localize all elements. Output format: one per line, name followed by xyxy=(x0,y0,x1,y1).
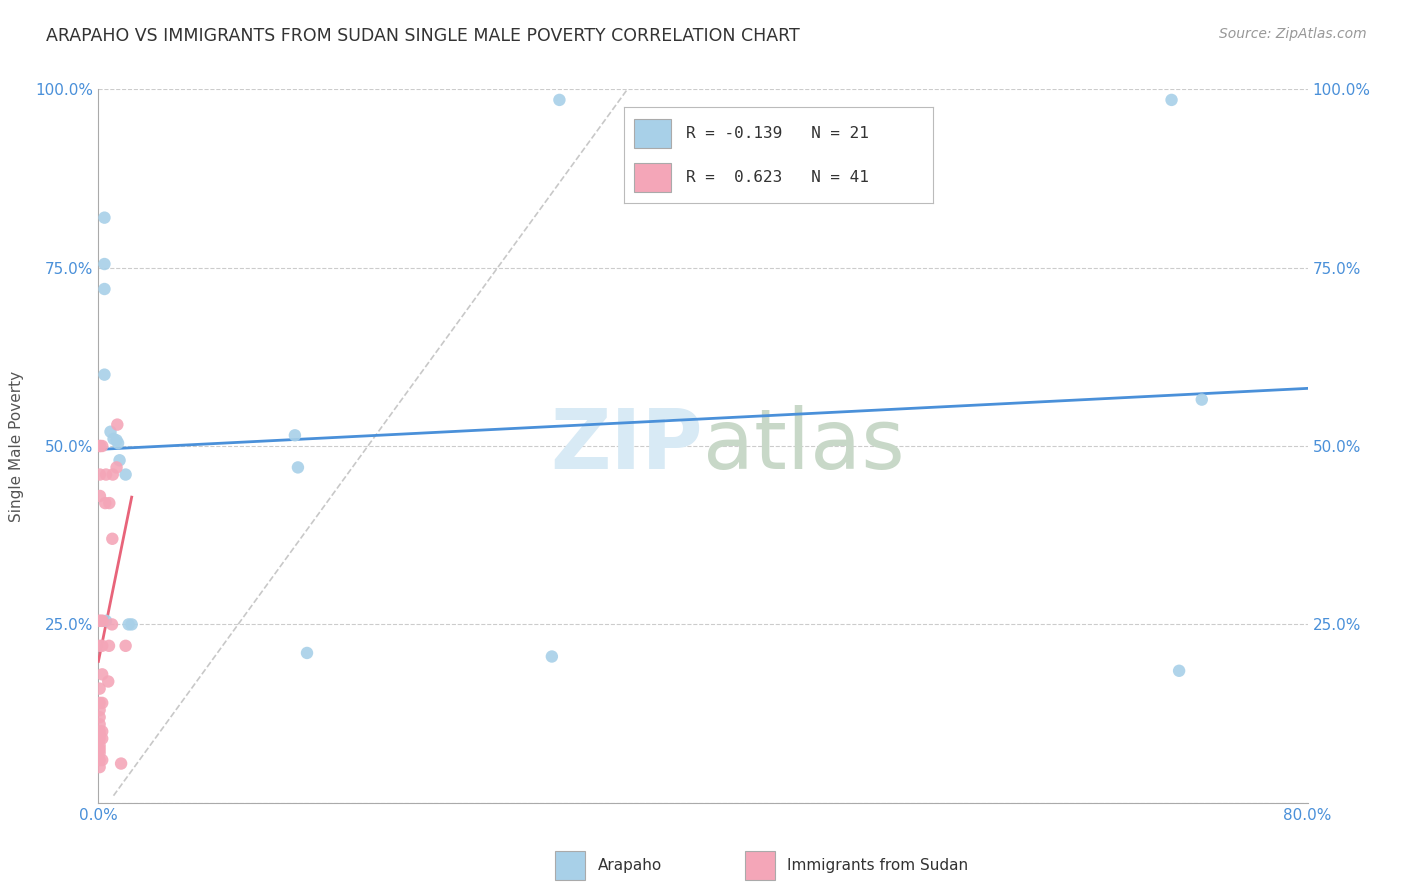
Bar xyxy=(555,851,585,880)
Point xyxy=(540,649,562,664)
Point xyxy=(91,753,114,767)
Text: Arapaho: Arapaho xyxy=(598,858,662,872)
Point xyxy=(284,428,307,442)
Point xyxy=(91,696,114,710)
Point xyxy=(114,639,136,653)
Point xyxy=(91,667,114,681)
Point xyxy=(89,489,111,503)
Point xyxy=(110,756,132,771)
Point xyxy=(89,439,111,453)
Point xyxy=(107,436,129,450)
Point xyxy=(89,614,111,628)
Point xyxy=(97,674,120,689)
Y-axis label: Single Male Poverty: Single Male Poverty xyxy=(10,370,24,522)
Point xyxy=(89,739,111,753)
Point xyxy=(89,728,111,742)
Point xyxy=(89,703,111,717)
Point xyxy=(548,93,571,107)
Point xyxy=(93,282,115,296)
Point xyxy=(1168,664,1191,678)
Point xyxy=(89,710,111,724)
Point xyxy=(101,617,124,632)
Point xyxy=(91,439,114,453)
Point xyxy=(1160,93,1182,107)
Point xyxy=(91,614,114,628)
Point xyxy=(89,746,111,760)
Point xyxy=(98,639,121,653)
Text: ZIP: ZIP xyxy=(551,406,703,486)
Point xyxy=(105,460,128,475)
Point xyxy=(93,211,115,225)
Point xyxy=(118,617,141,632)
Point xyxy=(91,614,114,628)
Point xyxy=(93,257,115,271)
Point xyxy=(89,717,111,731)
Point xyxy=(94,467,117,482)
Bar xyxy=(745,851,775,880)
Text: Immigrants from Sudan: Immigrants from Sudan xyxy=(787,858,969,872)
Point xyxy=(91,731,114,746)
Point xyxy=(89,731,111,746)
Point xyxy=(89,696,111,710)
Text: Source: ZipAtlas.com: Source: ZipAtlas.com xyxy=(1219,27,1367,41)
Point xyxy=(94,614,117,628)
Point xyxy=(105,434,128,448)
Point xyxy=(89,742,111,756)
Point xyxy=(114,467,136,482)
Point xyxy=(103,432,125,446)
Point xyxy=(105,417,128,432)
Point xyxy=(91,724,114,739)
Point xyxy=(100,425,122,439)
Point xyxy=(89,614,111,628)
Point xyxy=(121,617,143,632)
Point xyxy=(1191,392,1213,407)
Point xyxy=(101,532,124,546)
Point xyxy=(295,646,318,660)
Point xyxy=(93,368,115,382)
Point xyxy=(101,467,124,482)
Point xyxy=(89,467,111,482)
Point xyxy=(89,681,111,696)
Point xyxy=(108,453,131,467)
Point xyxy=(94,496,117,510)
Text: atlas: atlas xyxy=(703,406,904,486)
Text: ARAPAHO VS IMMIGRANTS FROM SUDAN SINGLE MALE POVERTY CORRELATION CHART: ARAPAHO VS IMMIGRANTS FROM SUDAN SINGLE … xyxy=(46,27,800,45)
Point xyxy=(287,460,309,475)
Point xyxy=(89,639,111,653)
Point xyxy=(89,724,111,739)
Point xyxy=(91,639,114,653)
Point xyxy=(89,760,111,774)
Point xyxy=(89,753,111,767)
Point xyxy=(89,439,111,453)
Point xyxy=(98,496,121,510)
